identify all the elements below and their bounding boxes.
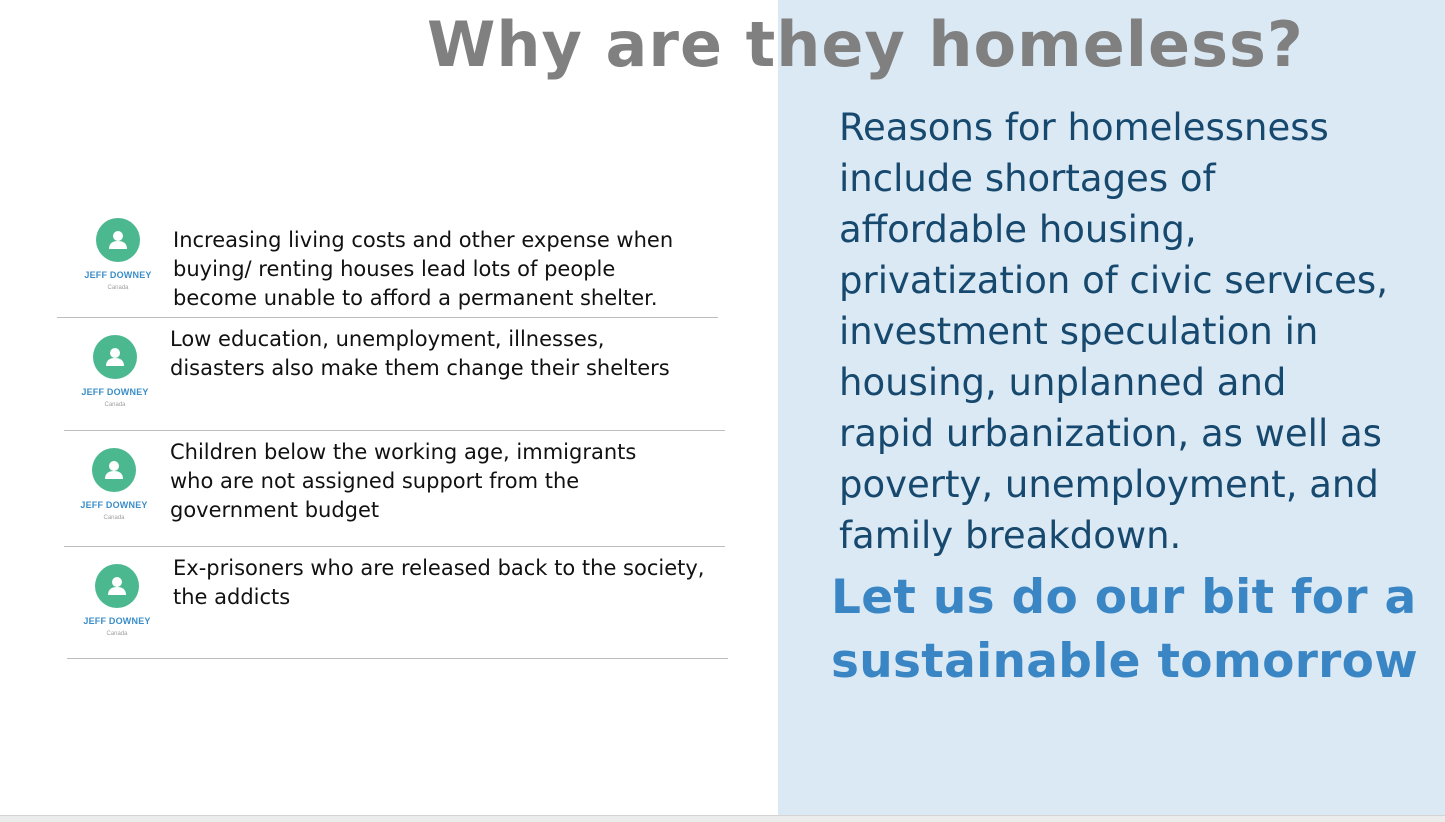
reasons-line: investment speculation in — [839, 310, 1319, 353]
list-item: JEFF DOWNEY Canada Ex-prisoners who are … — [0, 551, 730, 661]
item-line: Ex-prisoners who are released back to th… — [173, 556, 705, 580]
reasons-line: poverty, unemployment, and — [839, 463, 1379, 506]
item-text: Increasing living costs and other expens… — [173, 226, 733, 313]
item-text: Ex-prisoners who are released back to th… — [173, 554, 733, 612]
user-silhouette-icon — [105, 461, 123, 479]
item-line: become unable to afford a permanent shel… — [173, 286, 658, 310]
item-line: government budget — [170, 498, 380, 522]
list-item: JEFF DOWNEY Canada Low education, unempl… — [0, 322, 730, 432]
divider — [57, 317, 718, 318]
list-item: JEFF DOWNEY Canada Increasing living cos… — [0, 205, 730, 315]
reasons-line: include shortages of — [839, 157, 1216, 200]
call-to-action: Let us do our bit for a sustainable tomo… — [831, 566, 1431, 694]
user-avatar-icon — [93, 335, 137, 379]
item-line: the addicts — [173, 585, 291, 609]
avatar-country: Canada — [107, 285, 129, 291]
item-line: Low education, unemployment, illnesses, — [170, 327, 605, 351]
call-line: sustainable tomorrow — [831, 634, 1418, 689]
bottom-edge — [0, 815, 1445, 822]
item-text: Children below the working age, immigran… — [170, 438, 730, 525]
reasons-line: affordable housing, — [839, 208, 1197, 251]
avatar-country: Canada — [104, 402, 126, 408]
user-silhouette-icon — [109, 231, 127, 249]
user-silhouette-icon — [106, 348, 124, 366]
user-avatar-icon — [95, 564, 139, 608]
divider — [64, 430, 725, 431]
item-text: Low education, unemployment, illnesses, … — [170, 325, 730, 383]
avatar-name: JEFF DOWNEY — [81, 387, 149, 397]
list-item: JEFF DOWNEY Canada Children below the wo… — [0, 435, 730, 545]
reasons-line: privatization of civic services, — [839, 259, 1388, 302]
item-line: Children below the working age, immigran… — [170, 440, 637, 464]
item-line: who are not assigned support from the — [170, 469, 580, 493]
user-avatar-icon — [92, 448, 136, 492]
item-line: buying/ renting houses lead lots of peop… — [173, 257, 616, 281]
avatar-name: JEFF DOWNEY — [80, 500, 148, 510]
divider — [64, 546, 725, 547]
reasons-line: housing, unplanned and — [839, 361, 1287, 404]
reasons-paragraph: Reasons for homelessness include shortag… — [839, 102, 1419, 561]
avatar-country: Canada — [103, 515, 125, 521]
reasons-line: rapid urbanization, as well as — [839, 412, 1382, 455]
item-line: disasters also make them change their sh… — [170, 356, 670, 380]
right-panel — [778, 0, 1445, 815]
slide-title: Why are they homeless? — [427, 8, 1304, 81]
reasons-line: Reasons for homelessness — [839, 106, 1329, 149]
item-line: Increasing living costs and other expens… — [173, 228, 674, 252]
user-avatar-icon — [96, 218, 140, 262]
call-line: Let us do our bit for a — [831, 570, 1417, 625]
divider — [67, 658, 728, 659]
avatar-country: Canada — [106, 631, 128, 637]
user-silhouette-icon — [108, 577, 126, 595]
avatar-name: JEFF DOWNEY — [83, 616, 151, 626]
reasons-line: family breakdown. — [839, 514, 1182, 557]
avatar-name: JEFF DOWNEY — [84, 270, 152, 280]
